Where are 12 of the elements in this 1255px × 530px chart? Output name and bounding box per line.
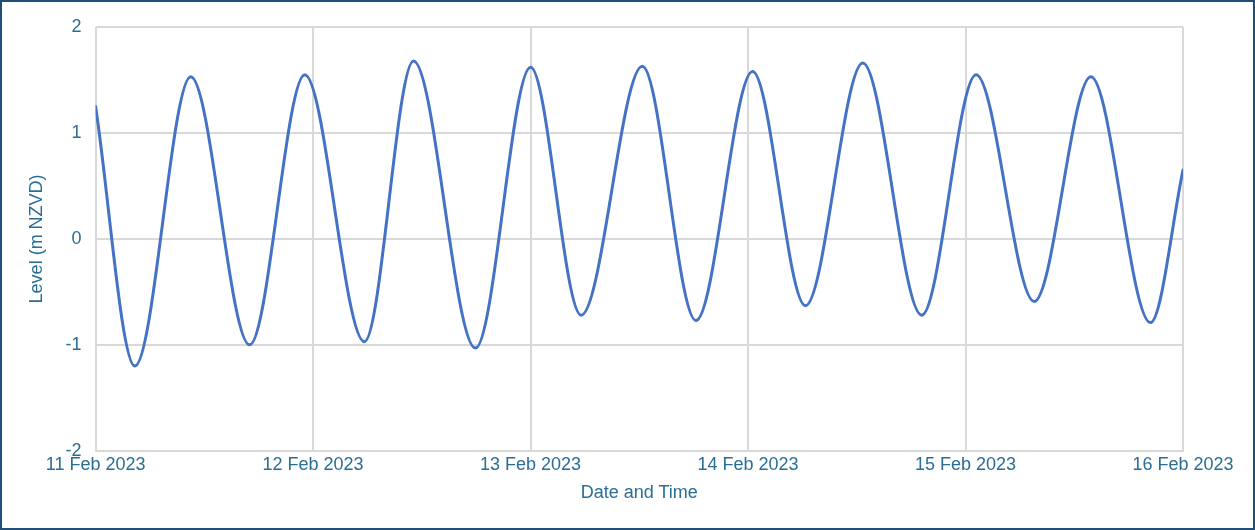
x-tick-label: 13 Feb 2023 xyxy=(480,453,582,474)
x-axis-title: Date and Time xyxy=(580,482,698,503)
x-tick-label: 14 Feb 2023 xyxy=(697,453,799,474)
line-series xyxy=(95,59,1183,368)
y-tick-label: 0 xyxy=(71,227,82,248)
y-tick-label: 2 xyxy=(71,15,82,36)
x-tick-label: 12 Feb 2023 xyxy=(262,453,364,474)
y-axis-title: Level (m NZVD) xyxy=(25,174,46,304)
x-tick-label: 15 Feb 2023 xyxy=(914,453,1017,474)
y-tick-label: -1 xyxy=(65,333,82,354)
x-tick-label: 16 Feb 2023 xyxy=(1132,453,1234,474)
y-tick-label: 1 xyxy=(71,121,82,142)
